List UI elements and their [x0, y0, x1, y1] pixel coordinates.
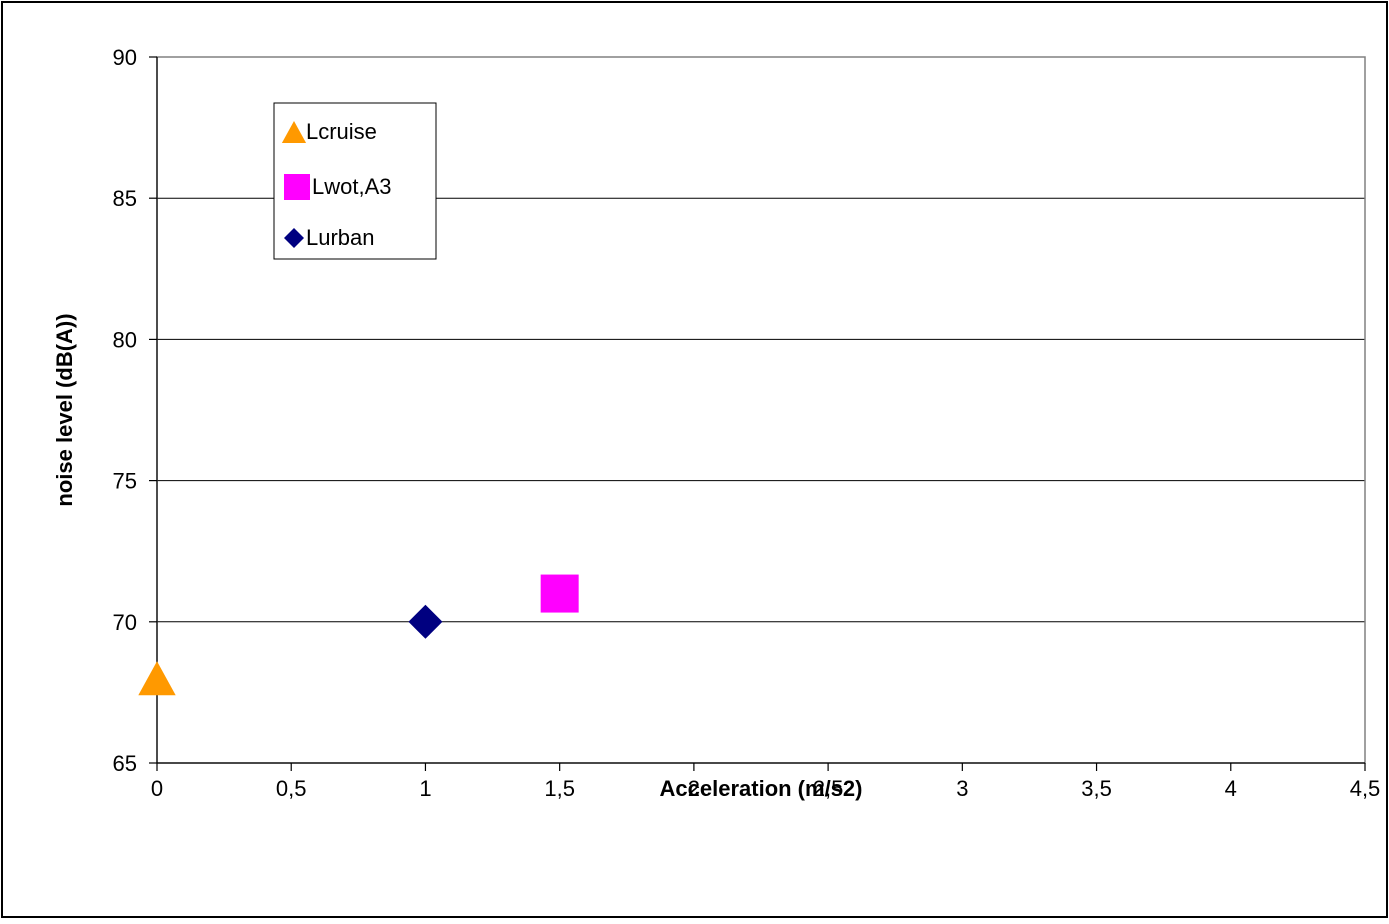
- legend-marker: [284, 174, 310, 200]
- y-tick-label: 90: [113, 45, 137, 70]
- legend-label: Lurban: [306, 225, 375, 250]
- x-axis-title: Acceleration (m/s2): [660, 776, 863, 801]
- axes: [149, 56, 1366, 771]
- data-point-lurban: [408, 604, 443, 639]
- y-tick-label: 75: [113, 469, 137, 494]
- legend: Lcruise Lwot,A3 Lurban: [273, 102, 437, 260]
- legend-label: Lwot,A3: [312, 174, 392, 199]
- x-tick-label: 3: [956, 776, 968, 801]
- data-points: [138, 574, 579, 696]
- data-point-lcruise: [138, 661, 176, 696]
- x-tick-label: 2,5: [813, 776, 844, 801]
- y-axis-title: noise level (dB(A)): [52, 313, 77, 506]
- data-point-lwot-a3: [540, 574, 579, 613]
- x-tick-label: 0,5: [276, 776, 307, 801]
- gridlines: [157, 197, 1365, 623]
- x-tick-label: 4,5: [1350, 776, 1381, 801]
- x-tick-label: 2: [688, 776, 700, 801]
- y-tick-label: 80: [113, 327, 137, 352]
- x-tick-label: 3,5: [1081, 776, 1112, 801]
- y-tick-label: 65: [113, 751, 137, 776]
- tick-labels: 65 70 75 80 85 90 0 0,5 1 1,5 2 2,5 3 3,5 4 4,5: [113, 45, 1381, 801]
- x-tick-label: 0: [151, 776, 163, 801]
- x-tick-label: 1: [419, 776, 431, 801]
- legend-label: Lcruise: [306, 119, 377, 144]
- legend-marker: [281, 121, 307, 143]
- y-tick-label: 85: [113, 186, 137, 211]
- legend-marker: [284, 228, 304, 248]
- y-tick-label: 70: [113, 610, 137, 635]
- x-tick-label: 1,5: [544, 776, 575, 801]
- x-tick-label: 4: [1225, 776, 1237, 801]
